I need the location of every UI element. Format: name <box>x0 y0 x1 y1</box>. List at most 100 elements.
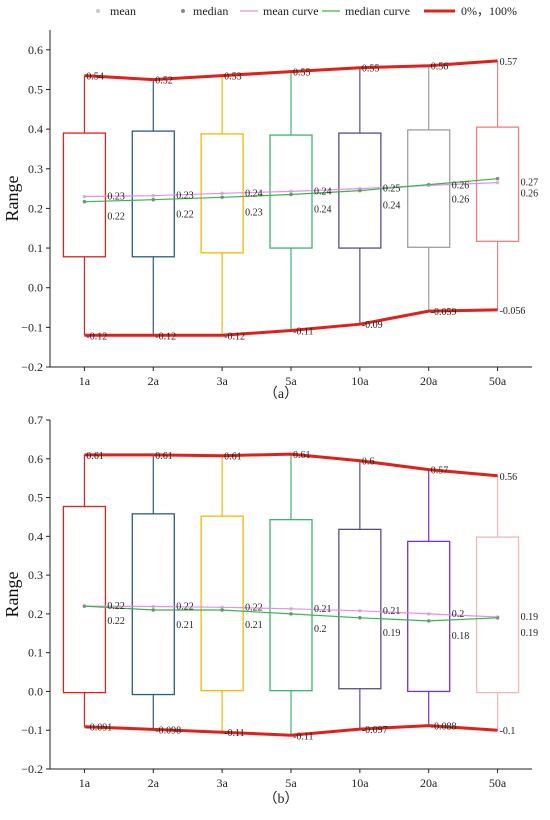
x-tick-label: 10a <box>351 374 369 388</box>
x-tick-label: 50a <box>489 776 507 790</box>
x-tick-label: 1a <box>79 776 91 790</box>
legend-range-label: 0%，100% <box>461 4 517 18</box>
box-body <box>200 133 244 254</box>
y-axis-label: Range <box>2 175 22 221</box>
box-2a <box>131 454 175 730</box>
mean-value-label: 0.21 <box>314 604 332 615</box>
y-tick-label: 0.1 <box>28 646 43 660</box>
box-1a <box>62 75 107 336</box>
x-tick-label: 50a <box>489 374 507 388</box>
max-range-line <box>84 452 498 478</box>
x-tick-label: 2a <box>148 776 160 790</box>
legend-median-marker <box>181 9 185 13</box>
max-value-label: 0.61 <box>86 451 104 462</box>
median-value-label: 0.19 <box>383 628 401 639</box>
min-range-line <box>84 308 498 337</box>
min-value-label: -0.091 <box>86 723 112 734</box>
mean-value-label: 0.22 <box>176 602 194 613</box>
panel-a: −0.2 −0.1 0.0 0.1 0.2 0.3 0.4 0.5 0.6 Range 1a 2a 3a… <box>2 30 538 402</box>
median-value-label: 0.24 <box>383 201 401 212</box>
box-5a <box>269 71 313 331</box>
y-tick-label: 0.7 <box>28 413 43 427</box>
box-50a <box>475 475 520 731</box>
median-value-label: 0.26 <box>521 189 539 200</box>
mean-value-label: 0.19 <box>521 612 539 623</box>
y-tick-label: 0.5 <box>28 82 43 96</box>
y-tick-label: −0.2 <box>21 360 43 374</box>
max-value-label: 0.56 <box>500 472 517 483</box>
box-20a <box>407 469 451 726</box>
panel-b: −0.2 −0.1 0.0 0.1 0.2 0.3 0.4 0.5 0.6 0.7 Range 1a 2… <box>2 413 538 807</box>
box-5a <box>269 454 313 736</box>
box-20a <box>407 65 451 312</box>
max-value-label: 0.56 <box>431 62 449 73</box>
x-tick-label: 2a <box>148 374 160 388</box>
min-value-label: -0.056 <box>500 306 526 317</box>
mean-value-label: 0.2 <box>452 609 465 620</box>
median-value-label: 0.19 <box>521 628 539 639</box>
min-value-label: -0.088 <box>431 722 457 733</box>
y-tick-label: 0.3 <box>28 568 43 582</box>
box-2a <box>131 79 175 336</box>
median-value-label: 0.2 <box>314 624 327 635</box>
y-tick-label: 0.1 <box>28 241 43 255</box>
median-value-label: 0.18 <box>452 631 470 642</box>
y-tick-label: −0.1 <box>21 320 43 334</box>
min-value-label: -0.1 <box>500 726 516 737</box>
y-axis-label: Range <box>2 571 22 617</box>
min-range-line <box>84 724 498 737</box>
x-tick-label: 1a <box>79 374 91 388</box>
box-body <box>475 126 520 242</box>
min-value-label: -0.11 <box>293 327 313 338</box>
median-value-label: 0.22 <box>107 616 125 627</box>
y-tick-label: −0.2 <box>21 762 43 776</box>
legend: mean median mean curve median curve 0%，1… <box>96 4 517 18</box>
legend-median-label: median <box>193 4 228 18</box>
mean-value-label: 0.23 <box>176 191 194 202</box>
legend-mean-curve-label: mean curve <box>263 4 319 18</box>
max-range-line <box>84 59 498 82</box>
mean-curve <box>84 182 498 198</box>
x-tick-label: 20a <box>420 374 438 388</box>
y-tick-label: 0.6 <box>28 452 43 466</box>
median-value-label: 0.22 <box>107 212 125 223</box>
box-body <box>62 132 107 258</box>
box-body <box>475 536 520 694</box>
box-body <box>131 130 175 258</box>
x-tick-label: 3a <box>216 776 228 790</box>
box-body <box>269 519 313 692</box>
box-10a <box>338 460 382 730</box>
legend-mean-label: mean <box>110 4 136 18</box>
max-value-label: 0.57 <box>431 466 449 477</box>
max-value-label: 0.6 <box>362 457 375 468</box>
min-value-label: -0.12 <box>155 331 176 342</box>
max-value-label: 0.54 <box>86 72 104 83</box>
min-value-label: -0.12 <box>86 331 107 342</box>
min-value-label: -0.097 <box>362 725 388 736</box>
max-value-label: 0.61 <box>293 450 311 461</box>
median-curve <box>84 178 498 203</box>
y-tick-label: 0.4 <box>28 122 43 136</box>
max-value-label: 0.61 <box>224 452 242 463</box>
mean-value-label: 0.24 <box>314 186 332 197</box>
max-value-label: 0.55 <box>293 68 311 79</box>
median-value-label: 0.22 <box>176 210 194 221</box>
box-3a <box>200 75 244 336</box>
median-value-label: 0.23 <box>245 207 263 218</box>
y-tick-label: 0.3 <box>28 162 43 176</box>
min-value-label: -0.11 <box>224 728 244 739</box>
min-value-label: -0.11 <box>293 731 313 742</box>
min-value-label: -0.059 <box>431 307 457 318</box>
max-value-label: 0.55 <box>362 64 380 75</box>
box-body <box>338 132 382 249</box>
box-50a <box>475 60 520 310</box>
box-body <box>338 528 382 690</box>
mean-curve <box>84 605 498 618</box>
median-value-label: 0.24 <box>314 205 332 216</box>
median-value-label: 0.21 <box>176 620 194 631</box>
mean-value-label: 0.21 <box>383 606 401 617</box>
y-tick-label: 0.2 <box>28 201 43 215</box>
box-body <box>200 515 244 692</box>
box-body <box>407 129 451 248</box>
